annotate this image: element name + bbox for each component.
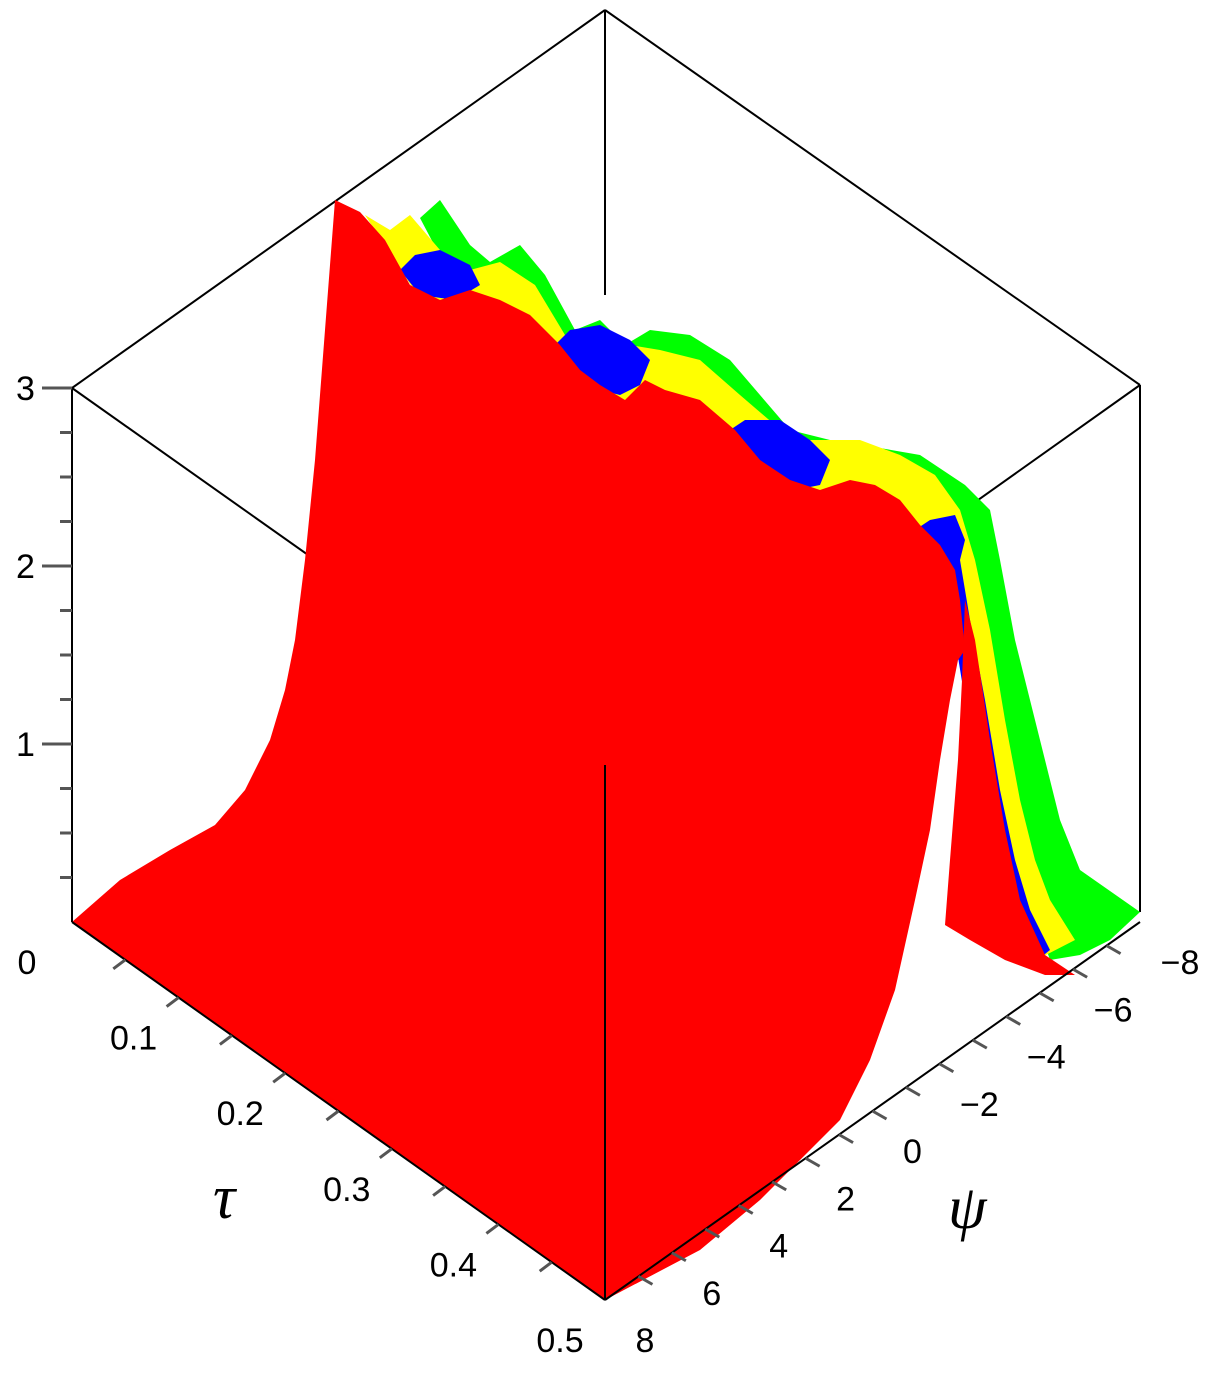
psi-tick bbox=[972, 1038, 988, 1050]
tau-tick-label: 0.2 bbox=[217, 1095, 264, 1133]
surface-layer-blue bbox=[400, 250, 965, 575]
psi-tick bbox=[871, 1109, 888, 1121]
tau-tick bbox=[378, 1147, 393, 1160]
tau-tick bbox=[112, 958, 127, 970]
tau-tick bbox=[325, 1109, 340, 1122]
tau-tick bbox=[272, 1071, 287, 1084]
psi-tick-label: 2 bbox=[836, 1180, 855, 1218]
box-edge bbox=[604, 9, 1141, 386]
psi-tick bbox=[704, 1227, 721, 1239]
tau-tick-label: 0.1 bbox=[110, 1020, 157, 1058]
psi-tick-label: 0 bbox=[903, 1133, 922, 1171]
tau-tick bbox=[538, 1260, 553, 1273]
box-edge bbox=[71, 9, 606, 389]
z-tick-label: 1 bbox=[16, 726, 35, 764]
tau-tick-label: 0.4 bbox=[430, 1246, 477, 1284]
surface-layer-red-tail bbox=[945, 600, 1075, 975]
z-tick-label: 3 bbox=[16, 370, 35, 408]
psi-tick-label: 8 bbox=[636, 1322, 655, 1360]
psi-tick bbox=[1105, 944, 1122, 955]
tau-axis: 0 0.1 0.2 0.3 0.4 0.5 bbox=[18, 944, 584, 1360]
psi-tick bbox=[1072, 967, 1088, 979]
psi-tick bbox=[905, 1086, 921, 1097]
psi-tick-label: 6 bbox=[702, 1275, 721, 1313]
tau-tick bbox=[165, 996, 180, 1008]
tau-tick bbox=[485, 1223, 500, 1235]
psi-tick-label: −2 bbox=[960, 1086, 999, 1124]
psi-tick bbox=[738, 1204, 754, 1215]
z-axis: 1 2 3 bbox=[16, 370, 72, 879]
tau-tick bbox=[218, 1034, 233, 1046]
surface-layer-red bbox=[72, 200, 965, 1300]
psi-tick bbox=[637, 1275, 654, 1286]
psi-tick bbox=[804, 1156, 821, 1168]
psi-tick bbox=[771, 1180, 787, 1192]
tau-tick-label: 0.5 bbox=[536, 1322, 583, 1360]
psi-tick-label: −8 bbox=[1161, 944, 1200, 982]
psi-tick bbox=[671, 1251, 687, 1263]
tau-tick-label: 0 bbox=[18, 944, 37, 982]
z-tick-label: 2 bbox=[16, 548, 35, 586]
surface-main bbox=[72, 200, 1075, 1300]
psi-tick-label: −6 bbox=[1094, 991, 1133, 1029]
tau-axis-title: τ bbox=[213, 1164, 238, 1232]
psi-tick bbox=[838, 1133, 854, 1144]
psi-axis-title: ψ bbox=[948, 1174, 988, 1242]
psi-tick-label: 4 bbox=[769, 1228, 788, 1266]
psi-tick bbox=[938, 1062, 955, 1074]
psi-tick bbox=[1005, 1015, 1021, 1026]
tau-tick bbox=[432, 1185, 447, 1197]
psi-axis: 8 6 4 2 0 −2 −4 −6 −8 bbox=[636, 944, 1200, 1360]
psi-tick-label: −4 bbox=[1027, 1039, 1066, 1077]
tau-tick-label: 0.3 bbox=[323, 1171, 370, 1209]
psi-tick bbox=[1038, 991, 1055, 1003]
